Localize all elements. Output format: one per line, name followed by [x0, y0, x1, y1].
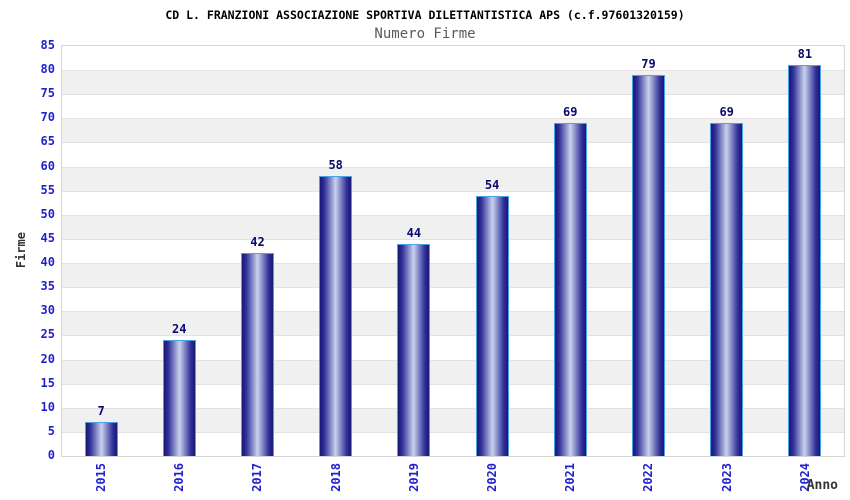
x-tick-label: 2020	[453, 463, 531, 492]
x-tick-text: 2015	[94, 463, 109, 492]
bar-2016	[162, 340, 196, 456]
x-tick-label: 2022	[609, 463, 687, 492]
bar-2022	[632, 74, 665, 456]
grid-band	[62, 46, 844, 70]
y-tick-label: 50	[40, 206, 55, 221]
bar-2015	[84, 422, 118, 456]
x-tick-text: 2023	[719, 463, 734, 492]
bar-2020	[475, 195, 509, 456]
grid-band	[62, 142, 844, 166]
y-tick-label: 45	[40, 230, 55, 245]
x-tick-label: 2023	[688, 463, 766, 492]
y-axis-title: Firme	[14, 45, 28, 455]
y-tick-label: 70	[40, 110, 55, 125]
x-tick-text: 2016	[172, 463, 187, 492]
grid-band	[62, 70, 844, 95]
bar-2023	[710, 123, 744, 456]
x-tick-text: 2020	[485, 463, 500, 492]
bar-value-label: 58	[328, 158, 343, 173]
bar-2021	[553, 123, 587, 456]
grid-band	[62, 383, 844, 408]
bar-2018	[319, 176, 353, 456]
y-tick-label: 20	[40, 351, 55, 366]
bar-value-label: 44	[406, 225, 422, 240]
bar-2019	[397, 243, 431, 456]
y-tick-label: 55	[40, 182, 55, 197]
y-tick-label: 0	[47, 448, 55, 462]
y-tick-label: 35	[40, 279, 55, 294]
bar-2024	[788, 65, 822, 456]
bar-value-label: 7	[97, 404, 105, 419]
x-tick-text: 2021	[563, 463, 578, 492]
grid-band	[62, 335, 844, 359]
bar-value-label: 42	[250, 235, 265, 250]
x-tick-text: 2019	[406, 463, 421, 492]
y-tick-label: 5	[47, 423, 55, 438]
y-tick-label: 75	[40, 86, 55, 101]
x-tick-label: 2016	[140, 463, 218, 492]
plot-area: 7 2015 24 2016 42 2017 58 2018 44 2019 54 2020 69 202…	[61, 45, 845, 492]
x-tick-label: 2021	[531, 463, 609, 492]
y-tick-label: 15	[40, 375, 55, 390]
grid-band	[62, 94, 844, 118]
y-tick-label: 80	[40, 62, 55, 77]
y-tick-label: 65	[40, 134, 55, 149]
chart-title: CD L. FRANZIONI ASSOCIAZIONE SPORTIVA DI…	[165, 8, 685, 22]
y-tick-label: 40	[40, 255, 55, 270]
bar-value-label: 24	[172, 322, 187, 337]
grid-band	[62, 287, 844, 311]
chart-subtitle: Numero Firme	[374, 26, 476, 42]
bar-value-label: 69	[719, 105, 734, 120]
x-tick-label: 2015	[62, 463, 140, 492]
grid-band	[62, 190, 844, 215]
bar-2017	[241, 253, 274, 456]
grid-band	[62, 431, 844, 456]
y-tick-label: 60	[40, 158, 55, 173]
x-tick-text: 2022	[641, 463, 656, 492]
bar-value-label: 79	[641, 56, 656, 71]
y-tick-label: 30	[40, 303, 55, 318]
y-tick-label: 85	[40, 38, 55, 52]
x-tick-label: 2018	[297, 463, 375, 492]
x-tick-label: 2019	[375, 463, 453, 492]
bar-value-label: 54	[484, 177, 500, 192]
x-tick-text: 2017	[250, 463, 265, 492]
grid-band	[62, 238, 844, 263]
bar-value-label: 69	[563, 105, 578, 120]
y-tick-label: 10	[40, 399, 55, 414]
x-axis-title: Anno	[806, 478, 838, 493]
x-tick-text: 2018	[328, 463, 343, 492]
bar-value-label: 81	[797, 47, 813, 62]
y-tick-label: 25	[40, 327, 55, 342]
x-tick-label: 2017	[218, 463, 296, 492]
